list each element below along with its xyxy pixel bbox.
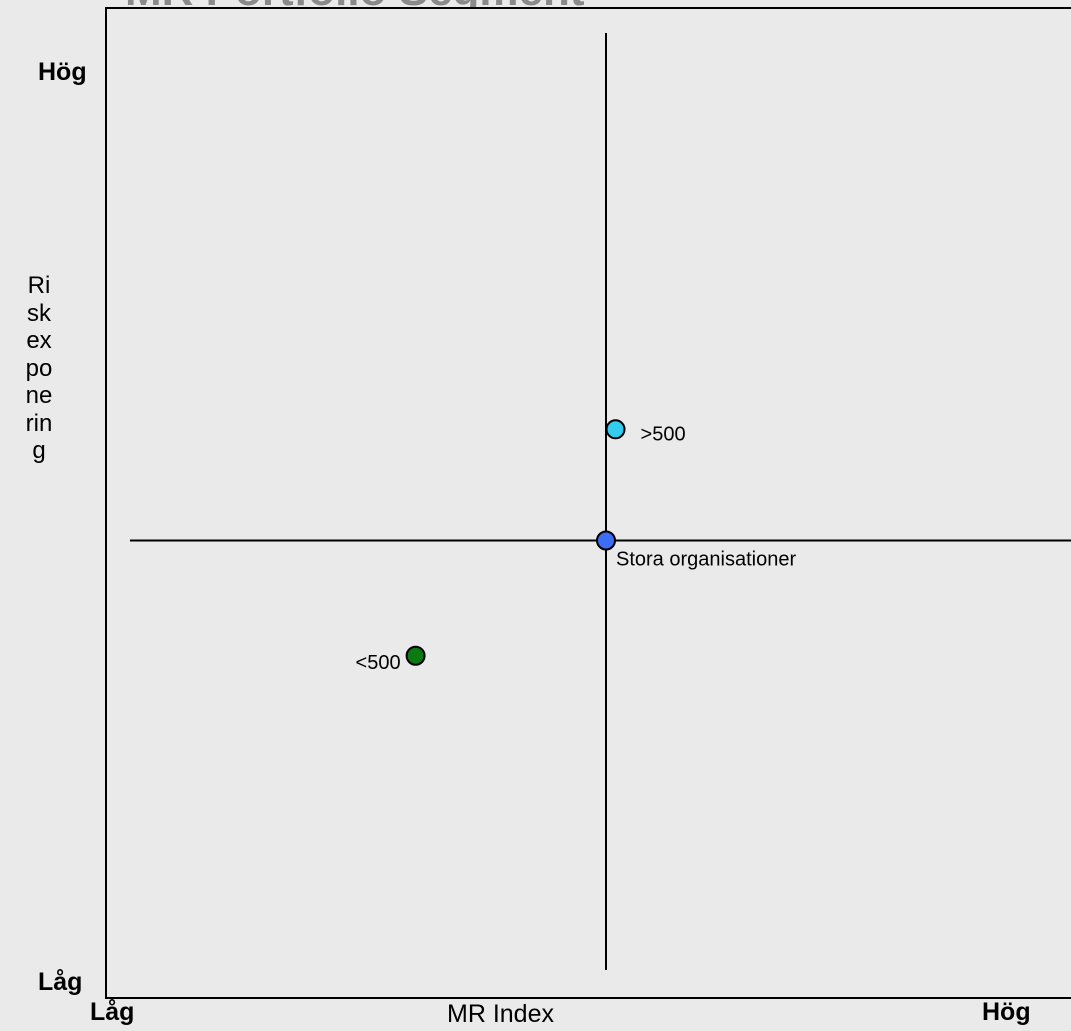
y-high-label: Hög [38, 58, 87, 86]
x-high-label: Hög [982, 998, 1031, 1026]
plot-frame [105, 7, 1071, 999]
data-point-label-0: >500 [641, 423, 686, 445]
data-point-1 [596, 530, 616, 551]
data-point-2 [405, 645, 426, 666]
y-low-label: Låg [38, 968, 83, 996]
data-point-0 [605, 419, 626, 440]
y-axis-label: Riskexponering [25, 272, 53, 464]
data-point-label-1: Stora organisationer [616, 549, 796, 571]
points-layer: >500 Stora organisationer <500 [356, 419, 796, 674]
x-low-label: Låg [90, 998, 135, 1026]
data-point-label-2: <500 [356, 652, 401, 674]
x-axis-label: MR Index [447, 1000, 554, 1028]
